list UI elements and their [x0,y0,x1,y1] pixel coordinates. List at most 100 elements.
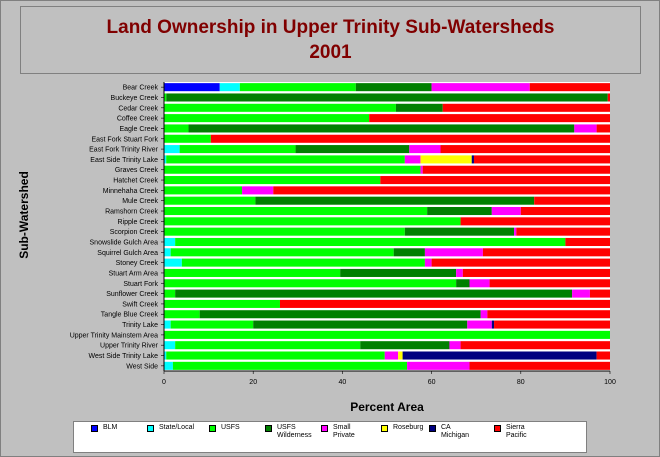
y-tick-label: East Fork Trinity River [89,147,159,154]
bar-segment [164,248,171,257]
bar-segment [164,217,461,226]
bar-segment [164,114,370,123]
bar-segment [469,279,490,288]
bar-segment [164,258,182,267]
bar-segment [572,289,590,298]
bar-segment [239,83,356,92]
bar-segment [534,196,610,205]
x-tick-label: 40 [339,379,347,386]
legend-label: CA Michigan [441,424,470,439]
y-tick-label: Scorpion Creek [110,229,159,236]
bar-segment [164,186,243,195]
y-tick-label: Coffee Creek [117,116,159,123]
bar-segment [164,289,176,298]
bar-segment [449,341,461,350]
bar-segment [420,155,472,164]
y-tick-label: East Side Trinity Lake [90,157,158,164]
y-tick-label: Stuart Fork [123,281,158,288]
bar-segment [393,248,425,257]
bar-segment [175,289,573,298]
legend-swatch [91,425,98,432]
bar-segment [467,320,492,329]
bar-segment [164,93,167,102]
legend-swatch [321,425,328,432]
legend-swatch [265,425,272,432]
bar-segment [431,258,610,267]
bar-segment [164,206,428,216]
bar-segment [179,145,296,154]
bar-segment [188,124,575,133]
legend-label: Sierra Pacific [506,424,527,439]
bar-segment [460,341,610,350]
bar-segment [273,186,610,195]
bar-segment [471,155,474,164]
bar-segment [427,206,492,216]
bar-segment [170,248,394,257]
y-tick-label: Upper Trinity Mainstem Area [70,332,158,339]
bar-segment [398,351,403,360]
y-tick-label: West Side Trinity Lake [88,353,158,360]
x-tick-label: 80 [517,379,525,386]
legend-label: Roseburg [393,424,424,431]
y-tick-label: Ramshorn Creek [105,209,158,216]
bar-segment [402,351,597,360]
y-tick-label: Graves Creek [115,167,159,174]
bar-segment [175,237,566,247]
bar-segment [164,227,405,236]
chart-title: Land Ownership in Upper Trinity Sub-Wate… [21,15,640,65]
bar-segment [422,165,610,174]
bar-segment [210,134,610,143]
bar-segment [404,227,515,236]
bar-segment [596,124,610,133]
bar-segment [255,196,535,205]
bar-segment [172,361,408,370]
bar-segment [164,268,341,277]
bar-segment [420,165,423,174]
y-tick-label: Bear Creek [123,85,159,92]
y-tick-label: Stuart Arm Area [109,270,159,277]
bar-segment [164,176,381,185]
bar-segment [574,124,597,133]
bar-segment [404,155,421,164]
bar-segment [489,279,610,288]
bar-segment [360,341,450,350]
x-tick-label: 0 [162,379,166,386]
bar-segment [164,124,189,133]
bar-segment [164,237,176,247]
bar-segment [295,145,410,154]
bar-segment [164,165,421,174]
y-tick-label: Ripple Creek [118,219,159,226]
legend-swatch [381,425,388,432]
bar-segment [340,268,457,277]
bar-segment [164,83,220,92]
legend-label: USFS Wilderness [277,424,312,439]
bar-segment [164,341,176,350]
title-box: Land Ownership in Upper Trinity Sub-Wate… [20,6,641,74]
bar-segment [164,134,211,143]
y-tick-label: Cedar Creek [118,105,158,112]
bar-segment [175,341,361,350]
legend: BLM State/Local USFS USFS Wilderness Small P… [73,421,587,453]
bar-segment [164,310,200,319]
chart-title-line: 2001 [309,42,352,63]
legend-swatch [494,425,501,432]
bar-segment [164,279,457,288]
y-tick-label: West Side [126,363,158,370]
bar-segment [164,320,171,329]
chart-title-line: Land Ownership in Upper Trinity Sub-Wate… [106,17,555,38]
y-tick-label: Buckeye Creek [111,95,159,102]
bar-segment [491,320,495,329]
bar-segment [395,103,443,112]
y-tick-label: Trinity Lake [122,322,158,329]
bar-segment [565,237,610,247]
bar-segment [170,320,254,329]
bar-segment [384,351,399,360]
bar-segment [480,310,488,319]
bar-segment [279,299,610,308]
bar-segment [355,83,432,92]
y-tick-label: Minnehaha Creek [103,188,159,195]
bar-segment [164,103,396,112]
bar-segment [462,268,610,277]
bar-segment [219,83,240,92]
bar-segment [514,227,517,236]
